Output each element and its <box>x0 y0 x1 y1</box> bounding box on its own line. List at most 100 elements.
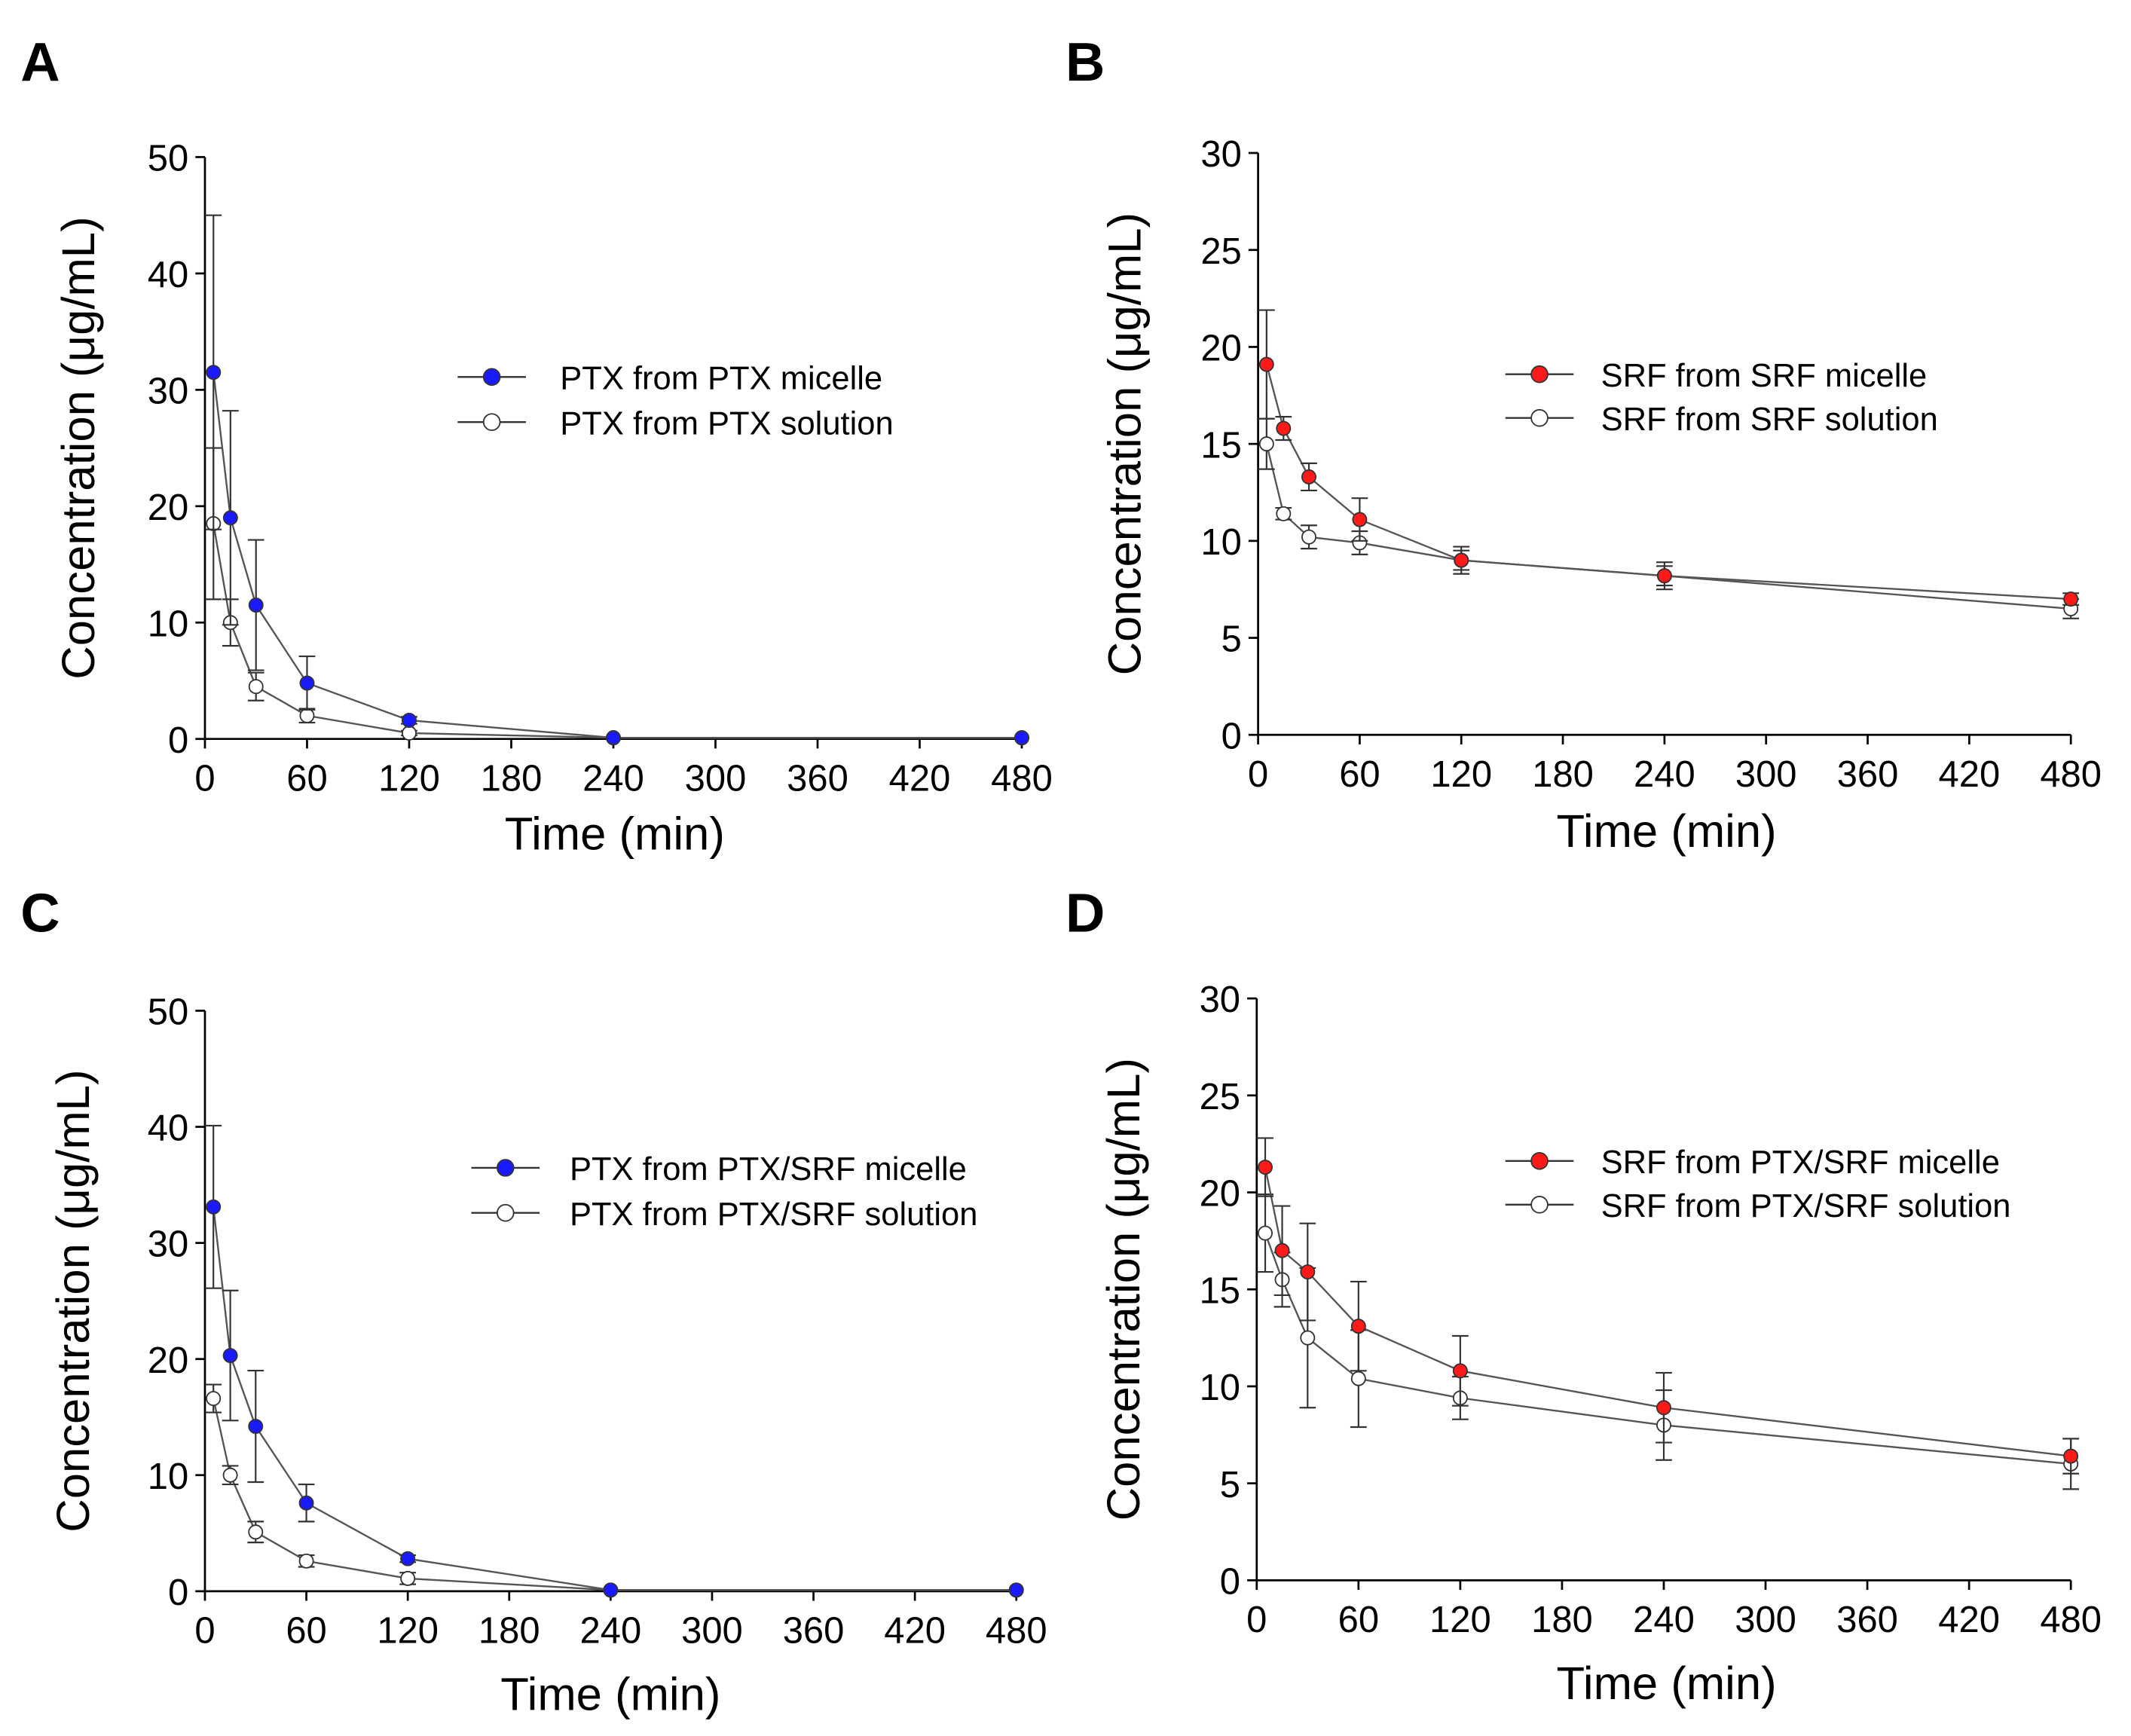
data-point <box>603 1582 619 1598</box>
y-axis-label: Concentration (μg/mL) <box>53 216 105 679</box>
series-solution <box>205 1383 1024 1598</box>
legend-label: PTX from PTX/SRF micelle <box>570 1151 967 1187</box>
data-point <box>402 726 417 741</box>
x-tick-label: 0 <box>194 759 215 799</box>
x-tick-label: 420 <box>889 759 951 799</box>
x-tick-label: 60 <box>1339 754 1380 795</box>
y-axis-label: Concentration (μg/mL) <box>1098 1058 1150 1521</box>
data-point <box>206 1199 222 1215</box>
x-tick-label: 480 <box>2040 754 2102 795</box>
y-tick-label: 5 <box>1221 619 1242 660</box>
data-point <box>1276 506 1292 521</box>
legend: SRF from PTX/SRF micelle SRF from PTX/SRF… <box>1505 1145 2010 1224</box>
legend-label: SRF from SRF solution <box>1601 402 1938 438</box>
x-axis-label: Time (min) <box>505 808 725 860</box>
y-axis-label: Concentration (μg/mL) <box>47 1069 99 1532</box>
data-point <box>206 365 222 381</box>
data-point <box>1258 436 1274 452</box>
data-point <box>222 510 238 526</box>
legend: PTX from PTX/SRF micelle PTX from PTX/SRF… <box>471 1151 977 1233</box>
legend-marker <box>496 1159 515 1177</box>
series-solution <box>1257 1194 2080 1490</box>
y-tick-label: 40 <box>148 1108 188 1149</box>
legend-marker <box>482 413 501 431</box>
x-tick-label: 480 <box>986 1611 1047 1652</box>
data-point <box>606 730 621 746</box>
legend-label: PTX from PTX/SRF solution <box>570 1197 977 1233</box>
x-tick-label: 120 <box>1429 1600 1491 1640</box>
data-point <box>222 1467 238 1483</box>
x-tick-label: 420 <box>1938 1600 2000 1640</box>
x-tick-label: 240 <box>580 1611 642 1652</box>
data-point <box>248 1419 264 1435</box>
data-point <box>1350 1319 1366 1334</box>
panel-label: C <box>20 882 60 943</box>
series-solution <box>1258 417 2080 619</box>
data-point <box>1656 568 1672 584</box>
data-point <box>2063 1448 2079 1464</box>
x-tick-label: 360 <box>1836 1600 1898 1640</box>
panel-label: B <box>1066 32 1105 93</box>
data-point <box>1300 1264 1316 1280</box>
legend-label: SRF from PTX/SRF micelle <box>1601 1145 2000 1181</box>
series-line <box>212 523 1022 739</box>
data-point <box>1301 469 1316 484</box>
legend: SRF from SRF micelle SRF from SRF solutio… <box>1505 358 1938 438</box>
data-point <box>1008 1582 1024 1598</box>
data-point <box>299 708 315 723</box>
data-point <box>400 1551 416 1566</box>
x-tick-label: 300 <box>1735 754 1797 795</box>
panel-label: D <box>1066 882 1105 943</box>
x-axis-label: Time (min) <box>1557 805 1777 857</box>
panel-C: C 0 60 120 180 240 300 360 420 480 0 10 20 30 40 50 Time… <box>20 882 1047 1720</box>
legend-label: PTX from PTX micelle <box>560 361 882 397</box>
x-tick-label: 240 <box>1633 1600 1695 1640</box>
series-line <box>212 1398 1017 1591</box>
y-tick-label: 10 <box>148 1456 188 1497</box>
x-tick-label: 0 <box>194 1611 215 1652</box>
y-tick-label: 10 <box>1200 1368 1240 1408</box>
y-tick-label: 25 <box>1200 231 1241 272</box>
data-point <box>2063 591 2079 607</box>
panel-A: A 0 60 120 180 240 300 360 420 480 0 10 20 30 40 50 Time… <box>20 32 1053 860</box>
x-tick-label: 480 <box>991 759 1053 799</box>
x-tick-label: 240 <box>582 759 644 799</box>
x-tick-label: 420 <box>1939 754 2001 795</box>
y-tick-label: 30 <box>1200 134 1241 175</box>
data-point <box>1258 1225 1273 1241</box>
legend-marker <box>1530 1152 1549 1170</box>
legend-marker <box>496 1203 515 1222</box>
x-tick-label: 480 <box>2040 1600 2102 1640</box>
y-tick-label: 20 <box>1200 1174 1240 1215</box>
data-point <box>299 675 315 691</box>
y-tick-label: 30 <box>148 371 188 411</box>
x-tick-label: 180 <box>481 759 543 799</box>
y-tick-label: 0 <box>168 1572 188 1613</box>
data-point <box>1258 1160 1273 1175</box>
x-tick-label: 180 <box>478 1611 540 1652</box>
y-tick-label: 50 <box>148 139 188 179</box>
series-line <box>212 1206 1017 1591</box>
x-tick-label: 300 <box>685 759 747 799</box>
y-axis-label: Concentration (μg/mL) <box>1099 212 1151 675</box>
series-micelle <box>1257 1137 2080 1475</box>
series-micelle <box>1258 309 2080 607</box>
x-tick-label: 60 <box>286 759 327 799</box>
legend-marker <box>1530 408 1549 427</box>
y-tick-label: 0 <box>1221 716 1242 756</box>
data-point <box>1301 529 1316 545</box>
y-tick-label: 10 <box>148 604 188 644</box>
x-tick-label: 240 <box>1634 754 1695 795</box>
panel-B: B 0 60 120 180 240 300 360 420 480 0 5 10 15 20 25 30 Tim… <box>1066 32 2102 857</box>
data-point <box>248 679 264 695</box>
data-point <box>1274 1242 1290 1258</box>
x-tick-label: 180 <box>1531 1600 1593 1640</box>
series-micelle <box>205 214 1029 746</box>
x-tick-label: 300 <box>1735 1600 1796 1640</box>
x-tick-label: 0 <box>1246 1600 1267 1640</box>
data-point <box>1300 1330 1316 1346</box>
data-point <box>1014 730 1029 746</box>
legend-marker <box>1530 365 1549 384</box>
data-point <box>1352 512 1368 527</box>
